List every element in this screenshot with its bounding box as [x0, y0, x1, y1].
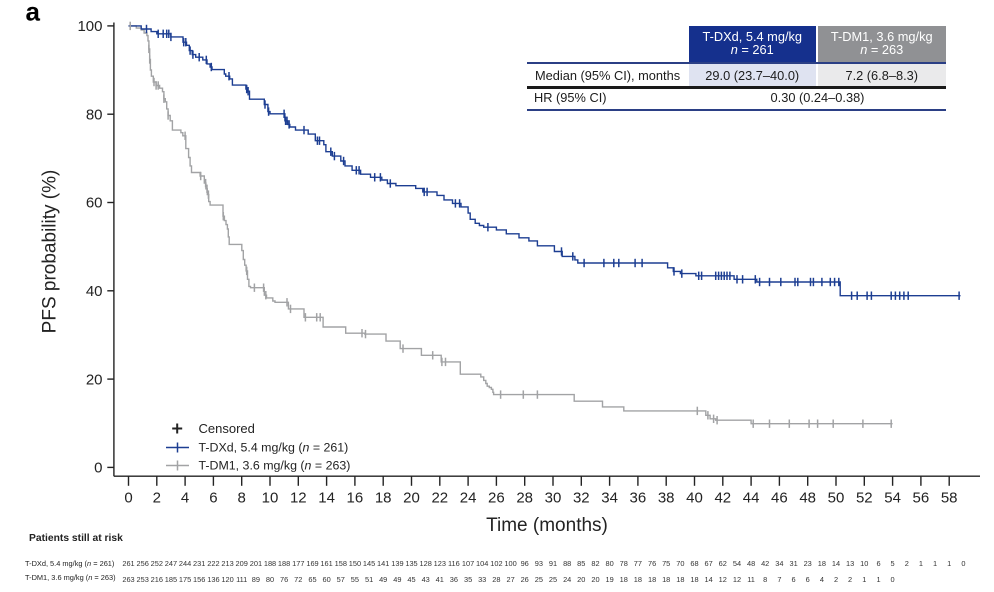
svg-text:40: 40 — [686, 490, 703, 507]
svg-text:4: 4 — [181, 490, 189, 507]
svg-text:14: 14 — [318, 490, 335, 507]
svg-text:32: 32 — [573, 490, 590, 507]
svg-text:a: a — [26, 0, 41, 27]
svg-text:6: 6 — [209, 490, 217, 507]
svg-text:20: 20 — [403, 490, 420, 507]
svg-text:16: 16 — [347, 490, 364, 507]
svg-text:0: 0 — [94, 460, 102, 477]
svg-text:48: 48 — [799, 490, 816, 507]
svg-text:0: 0 — [124, 490, 132, 507]
svg-text:44: 44 — [743, 490, 760, 507]
svg-text:10: 10 — [262, 490, 279, 507]
svg-text:60: 60 — [86, 195, 103, 212]
svg-text:38: 38 — [658, 490, 675, 507]
svg-text:18: 18 — [375, 490, 392, 507]
svg-text:PFS probability (%): PFS probability (%) — [40, 170, 61, 334]
svg-text:100: 100 — [77, 18, 102, 35]
svg-text:28: 28 — [516, 490, 533, 507]
svg-text:T-DXd, 5.4 mg/kg (n = 261): T-DXd, 5.4 mg/kg (n = 261) — [199, 441, 349, 455]
svg-text:T-DM1, 3.6 mg/kg (n = 263): T-DM1, 3.6 mg/kg (n = 263) — [199, 459, 351, 473]
svg-text:Time (months): Time (months) — [486, 515, 608, 536]
svg-text:12: 12 — [290, 490, 307, 507]
svg-text:36: 36 — [630, 490, 647, 507]
svg-text:2: 2 — [153, 490, 161, 507]
svg-text:58: 58 — [941, 490, 958, 507]
svg-text:52: 52 — [856, 490, 873, 507]
svg-text:34: 34 — [601, 490, 618, 507]
svg-text:42: 42 — [714, 490, 731, 507]
svg-text:24: 24 — [460, 490, 477, 507]
svg-text:20: 20 — [86, 371, 103, 388]
svg-text:80: 80 — [86, 106, 103, 123]
svg-text:56: 56 — [913, 490, 930, 507]
svg-text:46: 46 — [771, 490, 788, 507]
svg-text:22: 22 — [431, 490, 448, 507]
svg-text:30: 30 — [545, 490, 562, 507]
svg-text:50: 50 — [828, 490, 845, 507]
svg-text:26: 26 — [488, 490, 505, 507]
svg-text:8: 8 — [238, 490, 246, 507]
svg-text:Censored: Censored — [199, 421, 255, 436]
svg-text:40: 40 — [86, 283, 103, 300]
svg-text:54: 54 — [884, 490, 901, 507]
